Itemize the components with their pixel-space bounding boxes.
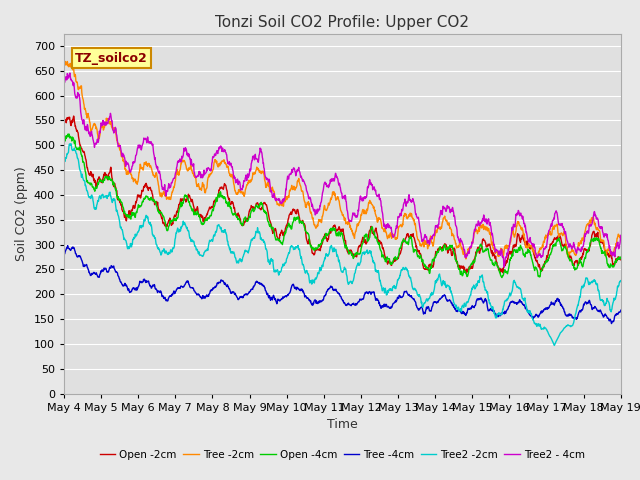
Tree -2cm [378, 220, 385, 226]
Open -2cm [318, 240, 326, 246]
Open -2cm [499, 270, 506, 276]
Line: Tree2 -2cm: Tree2 -2cm [64, 144, 621, 346]
Tree2 -2cm [297, 253, 305, 259]
Tree -4cm [126, 289, 134, 295]
Tree2 - 4cm [378, 204, 385, 209]
Tree2 -2cm [60, 163, 68, 168]
Open -4cm [617, 255, 625, 261]
Tree -2cm [297, 183, 305, 189]
Tree -2cm [60, 62, 68, 68]
Text: TZ_soilco2: TZ_soilco2 [75, 51, 148, 65]
Open -2cm [378, 240, 385, 245]
Line: Tree2 - 4cm: Tree2 - 4cm [64, 73, 621, 267]
Y-axis label: Soil CO2 (ppm): Soil CO2 (ppm) [15, 166, 28, 261]
Tree2 - 4cm [318, 192, 326, 198]
Line: Tree -4cm: Tree -4cm [64, 246, 621, 324]
Tree -4cm [607, 321, 615, 326]
Open -4cm [64, 131, 72, 137]
Open -4cm [498, 275, 506, 280]
X-axis label: Time: Time [327, 418, 358, 431]
Tree -2cm [61, 59, 69, 64]
Line: Tree -2cm: Tree -2cm [64, 61, 621, 259]
Tree2 -2cm [126, 243, 134, 249]
Line: Open -2cm: Open -2cm [64, 116, 621, 273]
Open -2cm [126, 212, 134, 218]
Tree2 - 4cm [104, 120, 111, 126]
Tree -4cm [308, 302, 316, 308]
Tree2 - 4cm [308, 201, 316, 207]
Open -2cm [297, 218, 305, 224]
Open -4cm [60, 136, 68, 142]
Tree2 -2cm [104, 193, 111, 199]
Open -4cm [308, 246, 316, 252]
Open -4cm [297, 218, 305, 224]
Tree2 - 4cm [60, 79, 68, 84]
Title: Tonzi Soil CO2 Profile: Upper CO2: Tonzi Soil CO2 Profile: Upper CO2 [216, 15, 469, 30]
Tree -2cm [462, 256, 470, 262]
Tree2 -2cm [550, 343, 558, 348]
Tree -4cm [318, 298, 326, 303]
Line: Open -4cm: Open -4cm [64, 134, 621, 277]
Open -2cm [70, 113, 77, 119]
Tree2 - 4cm [297, 174, 305, 180]
Tree2 -2cm [378, 283, 385, 289]
Open -4cm [318, 239, 326, 245]
Tree -2cm [308, 215, 316, 220]
Tree2 -2cm [318, 263, 326, 268]
Tree -4cm [64, 243, 72, 249]
Tree -4cm [378, 305, 385, 311]
Tree -4cm [297, 287, 305, 292]
Tree -2cm [104, 116, 111, 121]
Open -4cm [378, 249, 385, 254]
Tree -4cm [60, 250, 68, 255]
Open -2cm [617, 257, 625, 263]
Tree2 - 4cm [617, 232, 625, 238]
Open -2cm [104, 177, 111, 182]
Tree2 -2cm [617, 278, 625, 284]
Tree2 -2cm [67, 141, 75, 147]
Tree -2cm [126, 170, 134, 176]
Open -2cm [308, 250, 316, 256]
Tree2 - 4cm [500, 264, 508, 270]
Tree2 -2cm [308, 279, 316, 285]
Tree -4cm [617, 307, 625, 313]
Tree -2cm [318, 214, 326, 219]
Tree -4cm [104, 269, 111, 275]
Legend: Open -2cm, Tree -2cm, Open -4cm, Tree -4cm, Tree2 -2cm, Tree2 - 4cm: Open -2cm, Tree -2cm, Open -4cm, Tree -4… [95, 445, 589, 464]
Tree -2cm [617, 235, 625, 241]
Tree2 - 4cm [66, 70, 74, 76]
Tree2 - 4cm [126, 169, 134, 175]
Open -2cm [60, 120, 68, 126]
Open -4cm [126, 215, 134, 221]
Open -4cm [104, 174, 111, 180]
